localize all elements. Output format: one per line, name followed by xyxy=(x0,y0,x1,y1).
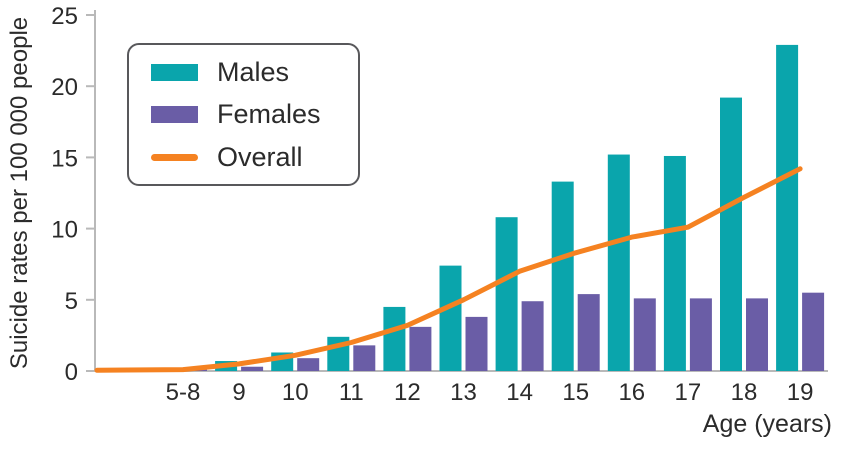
females-bar xyxy=(465,316,488,371)
females-bar xyxy=(241,366,264,371)
x-tick-label: 12 xyxy=(394,379,421,406)
y-tick-label: 25 xyxy=(51,3,78,30)
legend-label-overall: Overall xyxy=(217,141,303,172)
x-tick-label: 15 xyxy=(562,379,589,406)
y-tick-label: 0 xyxy=(65,359,78,386)
males-bar xyxy=(439,265,462,371)
x-tick-label: 18 xyxy=(731,379,758,406)
y-tick-label: 20 xyxy=(51,74,78,101)
x-tick-label: 10 xyxy=(282,379,309,406)
females-bar xyxy=(409,326,432,371)
y-tick-label: 15 xyxy=(51,145,78,172)
x-axis-title: Age (years) xyxy=(702,410,832,438)
legend-label-females: Females xyxy=(217,99,321,129)
y-tick-label: 5 xyxy=(65,288,78,315)
males-bar xyxy=(720,97,742,371)
males-bar xyxy=(607,154,630,371)
males-bar xyxy=(776,44,799,372)
females-bar xyxy=(353,345,376,371)
overall-line xyxy=(94,166,803,373)
y-tick-label: 10 xyxy=(51,217,78,244)
x-tick-label: 16 xyxy=(618,379,645,406)
x-tick-label: 13 xyxy=(450,379,477,406)
x-tick-label: 5-8 xyxy=(166,379,201,406)
females-bar xyxy=(633,298,656,371)
legend: Males Females Overall xyxy=(127,43,360,186)
legend-item-males: Males xyxy=(151,57,358,88)
females-bar xyxy=(521,301,544,371)
legend-swatch-overall xyxy=(151,153,198,161)
females-bar xyxy=(746,298,768,371)
females-bar xyxy=(802,292,825,371)
x-tick-label: 19 xyxy=(787,379,814,406)
x-tick-label: 11 xyxy=(339,379,364,406)
females-bar xyxy=(577,294,600,371)
x-tick-label: 9 xyxy=(232,379,245,406)
legend-swatch-males xyxy=(151,63,198,81)
x-tick-label: 14 xyxy=(506,379,533,406)
y-axis-title: Suicide rates per 100 000 people xyxy=(6,16,33,370)
females-bar xyxy=(689,298,712,371)
x-tick-label: 17 xyxy=(675,379,702,406)
males-bar xyxy=(663,155,686,371)
legend-swatch-females xyxy=(151,106,198,123)
males-bar xyxy=(551,181,574,371)
legend-item-females: Females xyxy=(151,99,358,130)
males-bar xyxy=(383,306,406,371)
females-bar xyxy=(297,358,320,371)
legend-label-males: Males xyxy=(217,56,290,87)
males-bar xyxy=(495,217,518,371)
legend-item-overall: Overall xyxy=(151,142,358,173)
